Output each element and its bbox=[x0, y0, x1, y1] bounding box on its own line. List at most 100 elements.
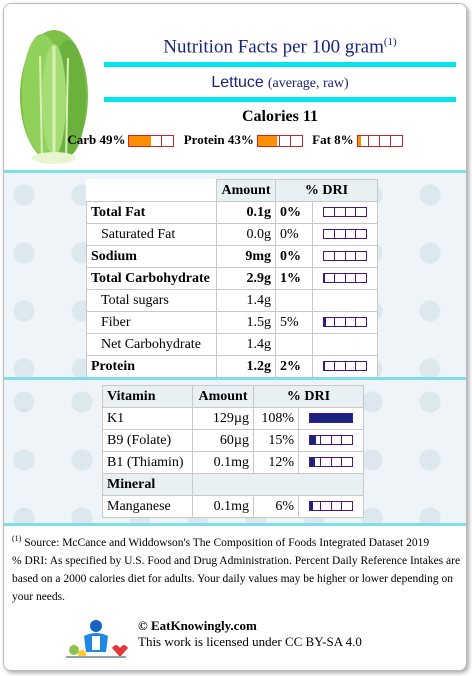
nutrient-amount: 0.0g bbox=[216, 223, 276, 246]
calories: Calories 11 bbox=[242, 108, 318, 125]
nutrient-amount: 129µg bbox=[192, 407, 254, 430]
nutrient-dri: 0% bbox=[275, 201, 313, 224]
footer: (1) Source: McCance and Widdowson's The … bbox=[4, 526, 466, 670]
col-vitamin: Vitamin bbox=[102, 385, 193, 408]
nutrient-dri: 108% bbox=[253, 407, 299, 430]
divider bbox=[4, 523, 466, 526]
table-row: Saturated Fat 0.0g 0% bbox=[85, 223, 378, 246]
macro-fat-bar bbox=[356, 135, 403, 148]
dri-bar-cell bbox=[312, 311, 378, 334]
col-mineral: Mineral bbox=[102, 473, 193, 496]
nutrient-amount: 1.4g bbox=[216, 289, 276, 312]
dri-bar bbox=[323, 229, 367, 240]
nutrient-name: Fiber bbox=[85, 311, 218, 334]
macro-protein-bar bbox=[256, 135, 303, 148]
food-name: Lettuce (average, raw) bbox=[211, 74, 349, 91]
table-row: Total sugars 1.4g bbox=[85, 289, 378, 312]
dri-bar-cell bbox=[298, 495, 364, 518]
dri-bar-cell bbox=[312, 245, 378, 268]
dri-bar bbox=[323, 361, 367, 372]
nutrient-name: Total sugars bbox=[85, 289, 218, 312]
nutrient-name: Manganese bbox=[102, 495, 193, 518]
nutrient-name: B9 (Folate) bbox=[102, 429, 193, 452]
nutrient-dri: 1% bbox=[275, 267, 313, 290]
license: This work is licensed under CC BY-SA 4.0 bbox=[138, 634, 362, 649]
dri-bar bbox=[323, 273, 367, 284]
nutrient-amount: 0.1g bbox=[216, 201, 276, 224]
table-row: Total Carbohydrate 2.9g 1% bbox=[85, 267, 378, 290]
dri-bar-cell bbox=[312, 289, 378, 312]
vitamin-section: Vitamin Amount % DRI K1 129µg 108% B9 (Fola… bbox=[4, 380, 466, 526]
nutrient-amount: 0.1mg bbox=[192, 451, 254, 474]
col-dri: % DRI bbox=[275, 179, 378, 202]
nutrition-section: Amount % DRI Total Fat 0.1g 0% Saturated Fa… bbox=[4, 173, 466, 378]
macro-carb-bar bbox=[128, 135, 175, 148]
nutrient-dri: 12% bbox=[253, 451, 299, 474]
nutrition-table: Amount % DRI Total Fat 0.1g 0% Saturated Fa… bbox=[85, 179, 378, 378]
title-divider-bottom bbox=[104, 97, 456, 102]
macro-carb: Carb 49% bbox=[67, 132, 175, 148]
nutrient-amount: 2.9g bbox=[216, 267, 276, 290]
nutrient-dri: 2% bbox=[275, 355, 313, 378]
table-row: B9 (Folate) 60µg 15% bbox=[102, 429, 364, 452]
dri-bar-cell bbox=[312, 333, 378, 356]
lettuce-image bbox=[20, 30, 88, 164]
macro-breakdown: Carb 49% Protein 43% Fat 8% bbox=[4, 132, 466, 148]
nutrient-name: Net Carbohydrate bbox=[85, 333, 218, 356]
macro-fat: Fat 8% bbox=[312, 132, 403, 148]
dri-bar-cell bbox=[312, 223, 378, 246]
nutrient-name: Sodium bbox=[85, 245, 218, 268]
dri-bar bbox=[309, 501, 353, 512]
nutrient-dri: 15% bbox=[253, 429, 299, 452]
dri-bar-cell bbox=[312, 201, 378, 224]
site-name: © EatKnowingly.com bbox=[138, 618, 257, 633]
col-amount: Amount bbox=[192, 385, 254, 408]
dri-bar-cell bbox=[312, 267, 378, 290]
dri-bar-cell bbox=[298, 429, 364, 452]
table-row: Protein 1.2g 2% bbox=[85, 355, 378, 378]
table-row: B1 (Thiamin) 0.1mg 12% bbox=[102, 451, 364, 474]
col-dri: % DRI bbox=[253, 385, 364, 408]
nutrient-name: Saturated Fat bbox=[85, 223, 218, 246]
footnote: (1) Source: McCance and Widdowson's The … bbox=[12, 534, 461, 603]
dri-bar-cell bbox=[312, 355, 378, 378]
col-amount: Amount bbox=[216, 179, 276, 202]
vitamin-table: Vitamin Amount % DRI K1 129µg 108% B9 (Fola… bbox=[102, 385, 364, 518]
nutrient-dri: 0% bbox=[275, 223, 313, 246]
nutrient-dri bbox=[275, 333, 313, 356]
nutrient-dri: 0% bbox=[275, 245, 313, 268]
nutrient-name: Protein bbox=[85, 355, 218, 378]
title-divider-top bbox=[104, 62, 456, 67]
dri-bar bbox=[309, 435, 353, 446]
nutrient-dri: 6% bbox=[253, 495, 299, 518]
dri-bar bbox=[309, 457, 353, 468]
table-row: Manganese 0.1mg 6% bbox=[102, 495, 364, 518]
nutrient-name: K1 bbox=[102, 407, 193, 430]
table-row: Total Fat 0.1g 0% bbox=[85, 201, 378, 224]
nutrient-name: Total Carbohydrate bbox=[85, 267, 218, 290]
nutrient-name: Total Fat bbox=[85, 201, 218, 224]
nutrient-amount: 1.5g bbox=[216, 311, 276, 334]
nutrition-card: Nutrition Facts per 100 gram(1) Lettuce … bbox=[3, 3, 467, 671]
nutrient-amount: 60µg bbox=[192, 429, 254, 452]
dri-bar bbox=[323, 207, 367, 218]
nutrient-dri: 5% bbox=[275, 311, 313, 334]
dri-bar bbox=[323, 251, 367, 262]
nutrient-amount: 1.4g bbox=[216, 333, 276, 356]
dri-bar bbox=[309, 413, 353, 424]
divider bbox=[4, 377, 466, 380]
dri-bar bbox=[323, 317, 367, 328]
dri-bar-cell bbox=[298, 407, 364, 430]
divider bbox=[4, 170, 466, 173]
brand: © EatKnowingly.com This work is licensed… bbox=[138, 618, 362, 650]
nutrient-dri bbox=[275, 289, 313, 312]
page-title: Nutrition Facts per 100 gram(1) bbox=[163, 36, 397, 58]
mineral-header-row: Mineral bbox=[102, 473, 364, 496]
table-row: Sodium 9mg 0% bbox=[85, 245, 378, 268]
macro-protein: Protein 43% bbox=[184, 132, 303, 148]
header: Nutrition Facts per 100 gram(1) Lettuce … bbox=[4, 4, 466, 170]
dri-bar-cell bbox=[298, 451, 364, 474]
table-row: K1 129µg 108% bbox=[102, 407, 364, 430]
table-row: Net Carbohydrate 1.4g bbox=[85, 333, 378, 356]
nutrient-amount: 1.2g bbox=[216, 355, 276, 378]
